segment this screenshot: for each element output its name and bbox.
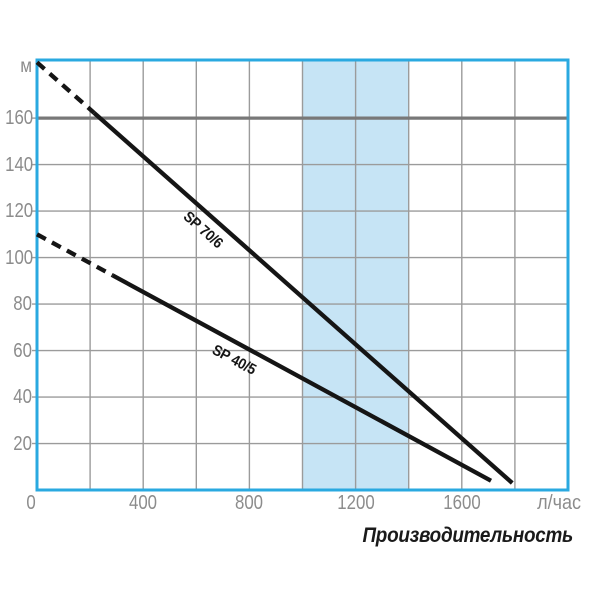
y-tick-label: 100 xyxy=(5,246,34,269)
pump-curve-dashed-1 xyxy=(35,232,114,278)
y-tick-label: 160 xyxy=(5,107,34,130)
x-axis-unit-label: л/час xyxy=(537,492,581,514)
plot-border xyxy=(35,58,570,492)
y-tick-label: 120 xyxy=(5,200,34,223)
x-tick-label: 0 xyxy=(26,492,36,514)
x-tick-label: 800 xyxy=(235,492,264,514)
chart-title: Производительность xyxy=(362,524,573,547)
y-tick-label: 40 xyxy=(13,386,32,409)
x-tick-label: 1200 xyxy=(336,492,375,514)
x-tick-label: 1600 xyxy=(443,492,481,514)
pump-curve-dashed-0 xyxy=(35,60,96,115)
y-tick-label: 140 xyxy=(5,153,34,176)
y-tick-label: 60 xyxy=(13,339,32,362)
pump-curve-0 xyxy=(92,111,514,485)
x-tick-label: 400 xyxy=(129,492,158,514)
y-tick-label: 80 xyxy=(13,293,32,316)
y-tick-label: 20 xyxy=(13,432,32,455)
y-axis-unit-label: м xyxy=(20,56,32,77)
pump-curve-1 xyxy=(111,273,493,483)
